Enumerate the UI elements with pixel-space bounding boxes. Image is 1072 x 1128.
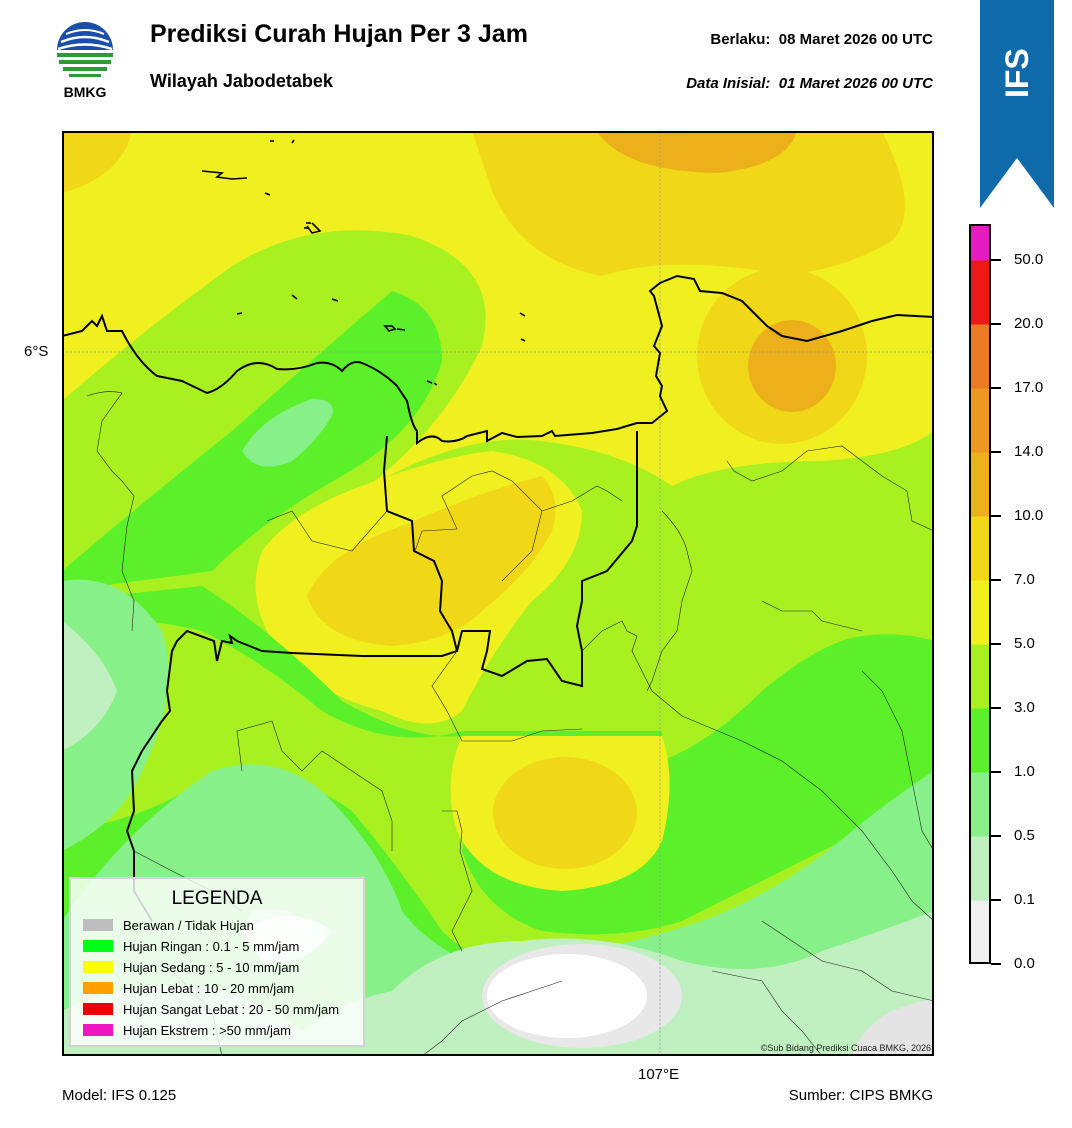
legend-title: LEGENDA — [171, 888, 263, 909]
rain-area — [472, 131, 905, 276]
legend-box: LEGENDA Berawan / Tidak Hujan Hujan Ringa… — [69, 877, 365, 1047]
colorbar-tick-label: 14.0 — [1014, 443, 1044, 460]
rain-area — [748, 320, 836, 412]
colorbar-tick-label: 17.0 — [1014, 379, 1044, 396]
province-border — [125, 435, 459, 922]
model-label: Model: IFS 0.125 — [62, 1087, 177, 1104]
colorbar-tick — [991, 899, 1001, 901]
rain-area — [242, 399, 333, 467]
model-ribbon — [980, 0, 1054, 208]
colorbar-tick — [991, 451, 1001, 453]
rain-area — [307, 476, 556, 646]
colorbar-tick-label: 0.1 — [1014, 891, 1035, 908]
colorbar-tick — [991, 323, 1001, 325]
valid-time: Berlaku: 08 Maret 2026 00 UTC — [710, 31, 933, 48]
legend-swatch — [83, 1003, 113, 1015]
legend-item-label: Berawan / Tidak Hujan — [123, 917, 254, 933]
initial-time-label: Data Inisial: — [686, 75, 771, 92]
colorbar-tick-label: 10.0 — [1014, 507, 1044, 524]
legend-item: Hujan Ringan : 0.1 - 5 mm/jam — [83, 938, 299, 954]
colorbar-tick — [991, 835, 1001, 837]
colorbar-tick — [991, 707, 1001, 709]
colorbar — [969, 224, 991, 964]
colorbar-tick — [991, 643, 1001, 645]
legend-swatch — [83, 1024, 113, 1036]
longitude-label: 107°E — [638, 1066, 680, 1083]
colorbar-bin — [969, 224, 991, 261]
rain-area — [597, 131, 797, 173]
legend-swatch — [83, 961, 113, 973]
colorbar-tick — [991, 579, 1001, 581]
rain-area — [62, 621, 117, 751]
bmkg-logo — [52, 20, 118, 102]
initial-time: Data Inisial: 01 Maret 2026 00 UTC — [686, 75, 933, 92]
source-label: Sumber: CIPS BMKG — [788, 1087, 933, 1104]
rain-area — [493, 757, 637, 869]
legend-item: Hujan Lebat : 10 - 20 mm/jam — [83, 980, 294, 996]
legend-item: Berawan / Tidak Hujan — [83, 917, 254, 933]
ribbon-label: IFS — [980, 30, 1054, 110]
rain-area — [852, 999, 934, 1056]
colorbar-tick — [991, 387, 1001, 389]
colorbar-tick-label: 0.0 — [1014, 955, 1035, 972]
islands — [201, 139, 526, 386]
province-border — [456, 431, 638, 688]
legend-item-label: Hujan Ringan : 0.1 - 5 mm/jam — [123, 938, 300, 954]
colorbar-bin — [969, 900, 991, 964]
legend-item: Hujan Sangat Lebat : 20 - 50 mm/jam — [83, 1001, 339, 1017]
map-subtitle: Wilayah Jabodetabek — [150, 71, 333, 91]
colorbar-bin — [969, 708, 991, 773]
initial-time-value: 01 Maret 2026 00 UTC — [778, 75, 933, 92]
colorbar-tick-label: 1.0 — [1014, 763, 1035, 780]
legend-swatch — [83, 919, 113, 931]
copyright-text: ©Sub Bidang Prediksi Cuaca BMKG, 2026 — [760, 1043, 931, 1053]
colorbar-tick-label: 20.0 — [1014, 315, 1044, 332]
legend-item: Hujan Ekstrem : >50 mm/jam — [83, 1022, 291, 1038]
colorbar-tick-label: 3.0 — [1014, 699, 1035, 716]
colorbar-tick-label: 50.0 — [1014, 251, 1044, 268]
rain-area — [62, 131, 132, 193]
colorbar-tick — [991, 771, 1001, 773]
legend-item: Hujan Sedang : 5 - 10 mm/jam — [83, 959, 299, 975]
legend-item-label: Hujan Lebat : 10 - 20 mm/jam — [123, 980, 295, 996]
legend-item-label: Hujan Sangat Lebat : 20 - 50 mm/jam — [123, 1001, 340, 1017]
latitude-label: 6°S — [24, 343, 49, 360]
logo-text: BMKG — [63, 84, 107, 100]
legend-swatch — [83, 982, 113, 994]
legend-item-label: Hujan Ekstrem : >50 mm/jam — [123, 1022, 291, 1038]
colorbar-bin — [969, 580, 991, 645]
colorbar-tick-label: 0.5 — [1014, 827, 1035, 844]
colorbar-bin — [969, 772, 991, 837]
colorbar-tick — [991, 963, 1001, 965]
colorbar-frame — [969, 224, 991, 964]
colorbar-bin — [969, 644, 991, 709]
colorbar-tick-label: 7.0 — [1014, 571, 1035, 588]
map-title: Prediksi Curah Hujan Per 3 Jam — [150, 20, 528, 48]
colorbar-bin — [969, 836, 991, 901]
valid-time-label: Berlaku: — [710, 31, 771, 48]
legend-item-label: Hujan Sedang : 5 - 10 mm/jam — [123, 959, 300, 975]
valid-time-value: 08 Maret 2026 00 UTC — [778, 31, 933, 48]
colorbar-bin — [969, 324, 991, 389]
legend-swatch — [83, 940, 113, 952]
colorbar-bin — [969, 516, 991, 581]
colorbar-tick-label: 5.0 — [1014, 635, 1035, 652]
colorbar-tick — [991, 515, 1001, 517]
colorbar-bin — [969, 452, 991, 517]
rain-area — [487, 954, 647, 1038]
colorbar-bin — [969, 260, 991, 325]
colorbar-bin — [969, 388, 991, 453]
coastline — [62, 274, 934, 446]
colorbar-tick — [991, 259, 1001, 261]
svg-text:IFS: IFS — [999, 48, 1035, 98]
